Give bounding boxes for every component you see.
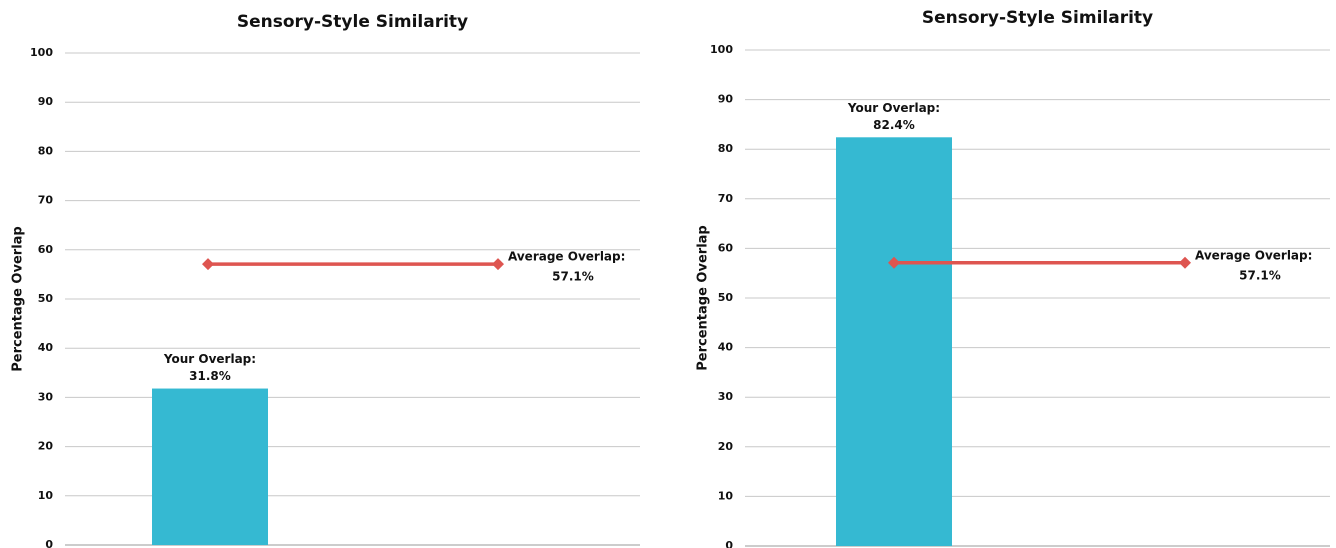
y-tick-label: 30 — [718, 390, 734, 403]
line-marker — [202, 258, 214, 271]
bar-label-name: Your Overlap: — [847, 101, 940, 115]
y-tick-label: 90 — [38, 95, 54, 108]
chart-title: Sensory-Style Similarity — [922, 8, 1153, 28]
line-marker — [1179, 256, 1191, 269]
y-tick-label: 70 — [718, 192, 734, 205]
y-tick-label: 0 — [45, 538, 53, 548]
y-axis-label: Percentage Overlap — [11, 226, 26, 371]
bar — [836, 137, 952, 546]
y-tick-label: 20 — [718, 440, 734, 453]
y-tick-label: 60 — [718, 241, 734, 254]
y-tick-label: 100 — [710, 43, 733, 56]
bar-value-label: 31.8% — [189, 369, 231, 383]
bar-label-name: Your Overlap: — [163, 352, 256, 366]
line-value-label: 57.1% — [552, 270, 594, 284]
y-tick-label: 70 — [38, 194, 54, 207]
line-value-label: 57.1% — [1239, 268, 1281, 282]
y-tick-label: 90 — [718, 93, 734, 106]
y-tick-label: 50 — [38, 292, 54, 305]
bar — [152, 388, 268, 545]
y-tick-label: 80 — [38, 144, 54, 157]
y-tick-label: 50 — [718, 291, 734, 304]
y-tick-label: 80 — [718, 142, 734, 155]
chart-title: Sensory-Style Similarity — [237, 12, 468, 32]
y-tick-label: 0 — [725, 539, 733, 548]
y-tick-label: 40 — [38, 341, 54, 354]
y-tick-label: 30 — [38, 390, 54, 403]
bar-value-label: 82.4% — [873, 118, 915, 132]
line-label-name: Average Overlap: — [1195, 248, 1312, 262]
y-tick-label: 10 — [38, 489, 54, 502]
y-tick-label: 100 — [30, 46, 53, 59]
y-tick-label: 60 — [38, 243, 54, 256]
line-marker — [492, 258, 504, 271]
y-axis-label: Percentage Overlap — [696, 225, 711, 370]
y-tick-label: 40 — [718, 341, 734, 354]
y-tick-label: 20 — [38, 440, 54, 453]
y-tick-label: 10 — [718, 489, 734, 502]
line-label-name: Average Overlap: — [508, 250, 625, 264]
line-marker — [888, 256, 900, 269]
